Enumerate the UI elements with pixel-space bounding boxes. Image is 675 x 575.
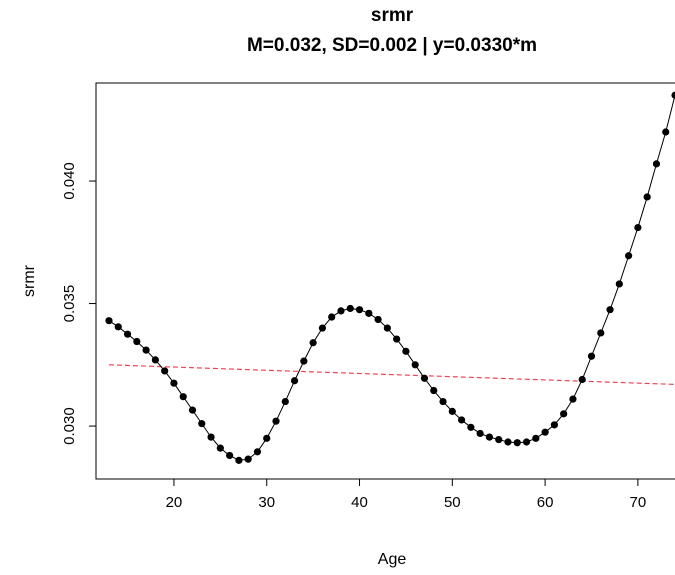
data-point	[495, 435, 503, 444]
x-tick-label: 20	[166, 494, 183, 511]
chart-subtitle: M=0.032, SD=0.002 | y=0.0330*m	[247, 35, 537, 56]
data-point	[430, 386, 438, 395]
data-point	[374, 315, 382, 324]
y-tick-label: 0.030	[61, 407, 78, 445]
data-point	[578, 375, 586, 384]
y-tick-label: 0.035	[61, 285, 78, 323]
data-point	[318, 324, 327, 332]
data-point	[439, 397, 447, 406]
data-point	[671, 91, 675, 99]
data-point	[253, 448, 262, 456]
data-point	[309, 339, 317, 347]
data-point	[411, 361, 419, 369]
data-point	[290, 377, 299, 385]
data-point	[105, 317, 113, 325]
data-point	[550, 421, 558, 429]
x-axis-label: Age	[378, 551, 407, 568]
data-point	[532, 434, 540, 442]
data-point	[328, 313, 336, 321]
data-point	[170, 379, 178, 387]
data-point	[560, 410, 568, 418]
x-axis: 20 30 40 50 60 70	[166, 478, 647, 511]
data-point	[198, 420, 206, 428]
data-point	[123, 330, 132, 338]
data-point	[476, 429, 484, 438]
series-layer	[105, 91, 675, 464]
data-point	[393, 335, 401, 343]
data-point	[634, 223, 642, 232]
data-point	[263, 434, 271, 442]
plot-frame	[95, 82, 675, 480]
y-axis: 0.030 0.035 0.040	[61, 162, 97, 445]
series-line	[108, 95, 675, 461]
x-tick-label: 50	[444, 494, 461, 511]
chart-title: srmr	[371, 5, 414, 26]
data-point	[522, 438, 531, 446]
data-point	[606, 306, 614, 314]
x-tick-label: 30	[258, 494, 275, 511]
data-point	[643, 193, 651, 201]
data-point	[272, 417, 280, 425]
data-point	[569, 395, 577, 403]
data-point	[504, 438, 512, 446]
data-point	[587, 352, 596, 360]
data-point	[355, 306, 364, 314]
data-point	[541, 428, 549, 436]
x-tick-label: 70	[630, 494, 647, 511]
data-point	[235, 456, 243, 464]
data-point	[226, 451, 234, 460]
data-point	[625, 252, 633, 260]
x-tick-label: 60	[537, 494, 554, 511]
data-point	[179, 393, 187, 401]
data-point	[188, 406, 197, 414]
x-tick-label: 40	[351, 494, 368, 511]
data-point	[346, 304, 354, 313]
data-point	[300, 357, 308, 365]
data-point	[467, 423, 475, 431]
data-point	[142, 346, 150, 354]
data-point	[662, 128, 670, 136]
y-tick-label: 0.040	[61, 162, 78, 200]
data-point	[151, 356, 159, 364]
data-point	[513, 439, 521, 447]
data-point	[365, 309, 373, 317]
data-point	[244, 455, 252, 463]
y-axis-label: srmr	[21, 264, 38, 297]
data-point	[161, 367, 169, 375]
data-point	[597, 329, 605, 337]
data-point	[207, 433, 215, 441]
data-point	[448, 407, 456, 415]
data-point	[615, 280, 623, 288]
data-point	[216, 444, 224, 452]
data-point	[457, 416, 466, 424]
data-point	[420, 374, 429, 382]
data-point	[133, 337, 141, 346]
data-point	[383, 324, 391, 332]
data-point	[281, 397, 289, 406]
reference-dashed-line	[108, 364, 675, 386]
data-point	[402, 347, 410, 355]
data-point	[485, 433, 494, 441]
data-point	[652, 160, 661, 168]
data-point	[337, 307, 345, 315]
data-point	[114, 323, 122, 331]
